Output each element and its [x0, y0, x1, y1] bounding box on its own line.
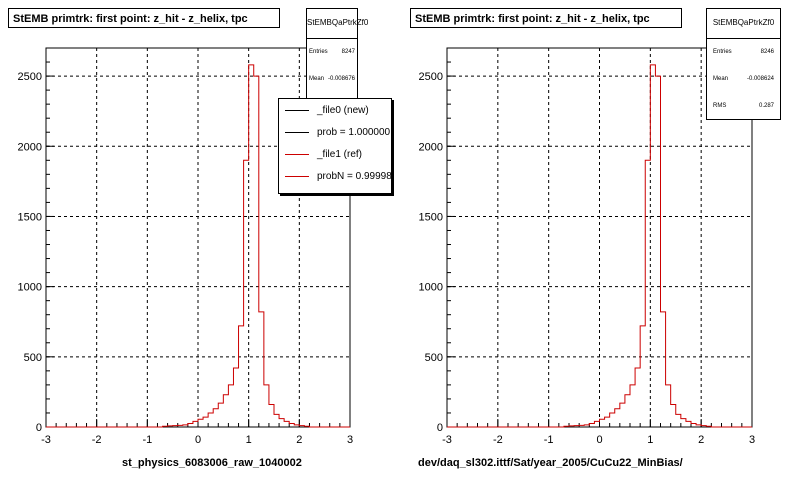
left-y-tick-label: 500 — [24, 352, 42, 364]
left-y-tick-label: 0 — [36, 422, 42, 434]
right-stats-mean-label: Mean — [713, 76, 729, 82]
legend-entry-probn: probN = 0.999985 — [279, 165, 391, 187]
left-y-tick-label: 1500 — [18, 211, 42, 223]
legend-line-probn — [285, 175, 309, 177]
right-plot-frame — [446, 47, 753, 428]
left-y-tick-label: 1000 — [18, 282, 42, 294]
legend-line-file0 — [285, 109, 309, 111]
right-x-tick-label: 2 — [698, 434, 704, 446]
left-x-tick-label: 1 — [246, 434, 252, 446]
left-stats-mean-label: Mean — [309, 76, 325, 82]
legend-line-prob — [285, 131, 309, 133]
left-stats-row-mean: Mean -0.008676 — [307, 66, 357, 93]
left-stats-name: StEMBQaPtrkZf0 — [307, 9, 368, 39]
left-chart-title: StEMB primtrk: first point: z_hit - z_he… — [8, 8, 280, 28]
right-chart-title: StEMB primtrk: first point: z_hit - z_he… — [410, 8, 682, 28]
left-x-tick-label: -1 — [142, 434, 152, 446]
right-y-tick-label: 1500 — [419, 211, 443, 223]
right-y-tick-label: 0 — [437, 422, 443, 434]
left-x-tick-label: 3 — [347, 434, 353, 446]
right-x-tick-label: 3 — [749, 434, 755, 446]
right-stats-entries-value: 8246 — [760, 49, 774, 55]
right-x-tick-label: 1 — [647, 434, 653, 446]
left-x-tick-label: 0 — [195, 434, 201, 446]
right-stats-rms-label: RMS — [713, 103, 727, 109]
right-x-tick-label: -1 — [544, 434, 554, 446]
right-x-tick-label: -3 — [442, 434, 452, 446]
right-y-tick-label: 2500 — [419, 71, 443, 83]
left-y-tick-label: 2500 — [18, 71, 42, 83]
legend-label-prob: prob = 1.000000 — [317, 126, 391, 138]
right-x-tick-label: 0 — [596, 434, 602, 446]
right-histogram-series — [447, 64, 752, 428]
legend-label-file1: _file1 (ref) — [317, 148, 363, 160]
legend-line-file1 — [285, 153, 309, 155]
left-x-tick-label: 2 — [296, 434, 302, 446]
left-stats-row-entries: Entries 8247 — [307, 39, 357, 66]
right-y-tick-label: 500 — [425, 352, 443, 364]
left-histogram-series — [46, 64, 350, 428]
left-x-axis-label: st_physics_6083006_raw_1040002 — [122, 457, 302, 469]
left-x-tick-label: -2 — [92, 434, 102, 446]
right-y-tick-label: 1000 — [419, 282, 443, 294]
right-stats-row-mean: Mean -0.008624 — [707, 66, 780, 93]
legend-entry-file1: _file1 (ref) — [279, 143, 391, 165]
left-x-tick-label: -3 — [41, 434, 51, 446]
right-stats-mean-value: -0.008624 — [746, 76, 774, 82]
right-stats-entries-label: Entries — [713, 49, 732, 55]
left-stats-mean-value: -0.008676 — [327, 76, 355, 82]
legend-label-probn: probN = 0.999985 — [317, 170, 392, 182]
legend-entry-prob: prob = 1.000000 — [279, 121, 391, 143]
left-stats-entries-label: Entries — [309, 49, 328, 55]
legend-label-file0: _file0 (new) — [317, 104, 369, 116]
right-stats-box: StEMBQaPtrkZf0 Entries 8246 Mean -0.0086… — [706, 8, 781, 120]
right-y-tick-label: 2000 — [419, 141, 443, 153]
right-x-axis-label: dev/daq_sl302.ittf/Sat/year_2005/CuCu22_… — [418, 457, 683, 469]
left-legend: _file0 (new) prob = 1.000000 _file1 (ref… — [278, 98, 392, 194]
left-y-tick-label: 2000 — [18, 141, 42, 153]
left-stats-entries-value: 8247 — [341, 49, 355, 55]
left-stats-box: StEMBQaPtrkZf0 Entries 8247 Mean -0.0086… — [306, 8, 368, 100]
right-stats-row-rms: RMS 0.287 — [707, 93, 780, 120]
right-stats-name: StEMBQaPtrkZf0 — [707, 9, 780, 39]
right-x-tick-label: -2 — [493, 434, 503, 446]
right-stats-rms-value: 0.287 — [758, 103, 774, 109]
legend-entry-file0: _file0 (new) — [279, 99, 391, 121]
right-stats-row-entries: Entries 8246 — [707, 39, 780, 66]
